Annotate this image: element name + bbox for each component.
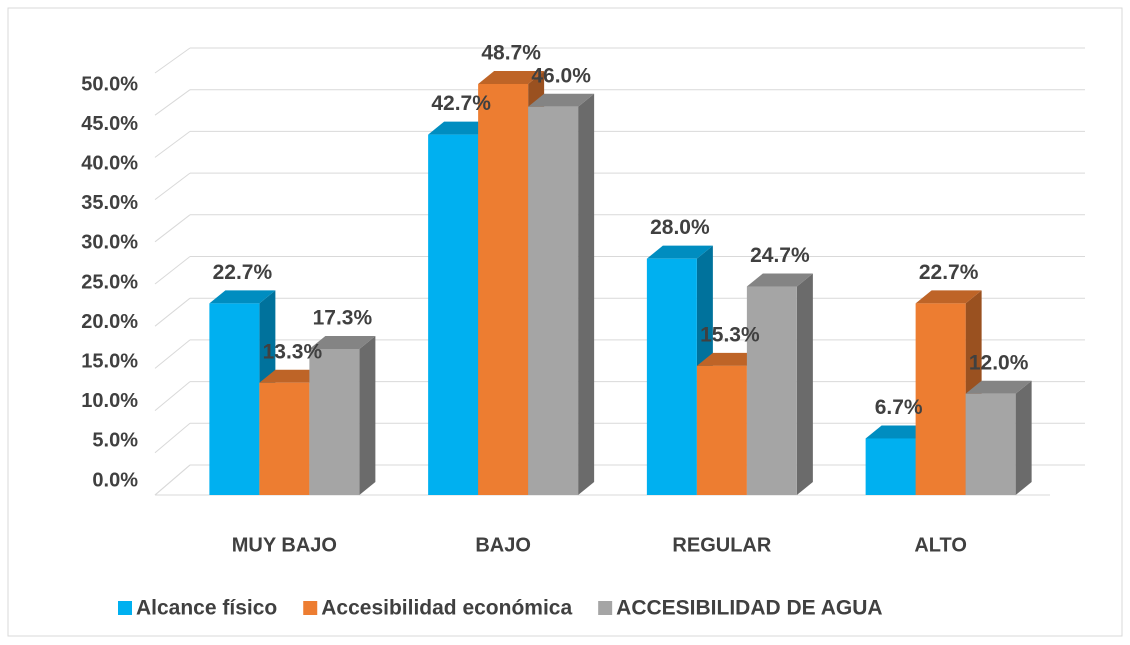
- bar-front: [746, 286, 797, 495]
- bar-top: [209, 290, 276, 304]
- x-tick-label: REGULAR: [672, 534, 771, 556]
- data-label: 24.7%: [750, 244, 810, 267]
- bar-front: [259, 382, 310, 495]
- grid-line-side: [154, 89, 191, 116]
- bar-front: [696, 365, 747, 495]
- grid-line-side: [154, 47, 191, 74]
- legend-swatch: [303, 601, 318, 615]
- data-label: 12.0%: [969, 351, 1029, 374]
- y-tick-label: 40.0%: [81, 152, 138, 174]
- bar-front: [309, 348, 360, 495]
- data-label: 15.3%: [700, 323, 760, 346]
- legend-swatch: [598, 601, 613, 615]
- chart-border: [7, 7, 1123, 637]
- bar-side: [1015, 380, 1032, 495]
- bar-top: [528, 93, 595, 107]
- bar-top: [696, 352, 763, 366]
- bar: [915, 290, 982, 495]
- data-label: 48.7%: [481, 42, 541, 65]
- x-tick-label: ALTO: [914, 534, 967, 556]
- bar-side: [578, 93, 595, 495]
- data-label: 42.7%: [431, 92, 491, 115]
- bar-front: [865, 438, 916, 495]
- bar-top: [646, 245, 713, 259]
- bar-front: [478, 83, 529, 496]
- x-tick-label: MUY BAJO: [232, 534, 337, 556]
- data-label: 17.3%: [313, 307, 373, 330]
- y-tick-label: 10.0%: [81, 390, 138, 412]
- bar: [965, 380, 1032, 495]
- bar-top: [865, 425, 932, 439]
- y-tick-label: 45.0%: [81, 113, 138, 135]
- bar-top: [309, 335, 376, 349]
- bar-top: [746, 273, 813, 287]
- grid-line-side: [154, 381, 191, 411]
- bar-front: [528, 106, 579, 495]
- bar-top: [428, 121, 495, 135]
- data-label: 13.3%: [263, 340, 323, 363]
- bar-front: [965, 393, 1016, 495]
- data-label: 6.7%: [875, 396, 923, 419]
- y-tick-label: 5.0%: [92, 430, 138, 452]
- floor-line: [154, 464, 191, 496]
- y-tick-label: 20.0%: [81, 311, 138, 333]
- bar-top: [259, 369, 326, 383]
- bar-front: [428, 134, 479, 495]
- legend-label: ACCESIBILIDAD DE AGUA: [616, 597, 882, 620]
- data-label: 22.7%: [919, 261, 979, 284]
- grid-line-side: [154, 214, 191, 243]
- grid-line-side: [154, 172, 191, 200]
- grid-line-side: [154, 297, 191, 327]
- bar: [746, 273, 813, 495]
- y-tick-label: 15.0%: [81, 350, 138, 372]
- grid-line-side: [154, 130, 191, 158]
- y-tick-label: 30.0%: [81, 232, 138, 254]
- y-tick-label: 25.0%: [81, 271, 138, 293]
- data-label: 28.0%: [650, 216, 710, 239]
- y-tick-label: 35.0%: [81, 192, 138, 214]
- bar: [528, 93, 595, 495]
- x-tick-label: BAJO: [475, 534, 531, 556]
- data-label: 46.0%: [531, 64, 591, 87]
- bar: [309, 335, 376, 495]
- bar-top: [915, 290, 982, 304]
- bar-side: [796, 273, 813, 495]
- legend-label: Alcance físico: [136, 597, 277, 620]
- legend-swatch: [118, 601, 132, 615]
- bar-front: [646, 258, 697, 495]
- grid-line-side: [154, 339, 191, 369]
- grid-line-side: [154, 422, 191, 454]
- grid-line-side: [154, 256, 191, 285]
- bar-side: [359, 335, 376, 495]
- y-tick-label: 50.0%: [81, 73, 138, 95]
- y-tick-label: 0.0%: [92, 469, 138, 491]
- bar-top: [965, 380, 1032, 394]
- bar-top: [478, 70, 545, 84]
- bar-front: [915, 303, 966, 495]
- data-label: 22.7%: [213, 261, 273, 284]
- legend-label: Accesibilidad económica: [321, 597, 572, 620]
- bar-front: [209, 303, 260, 495]
